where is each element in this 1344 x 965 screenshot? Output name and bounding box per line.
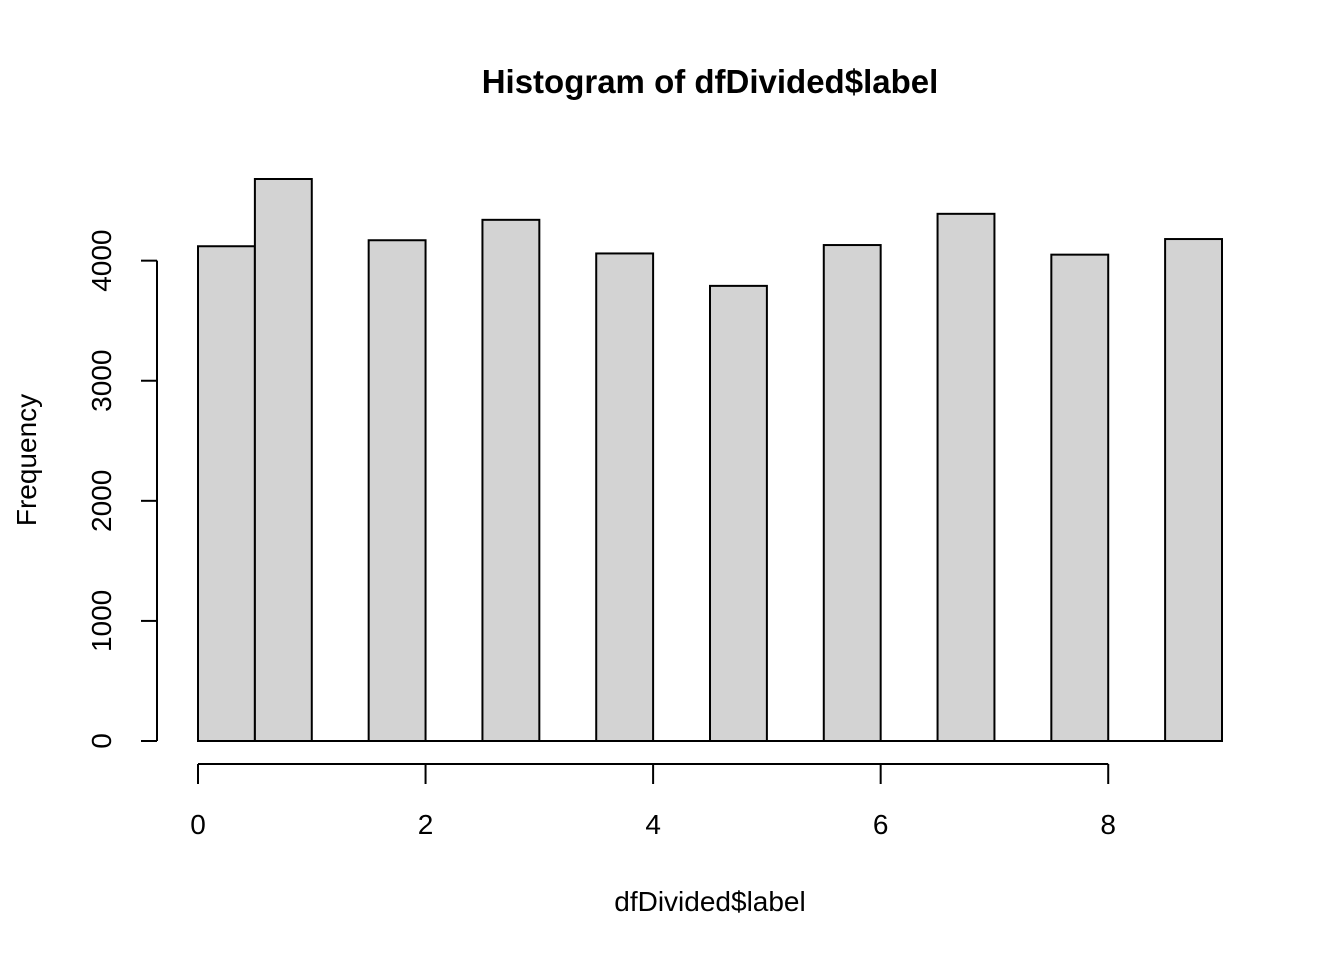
x-tick-label: 8 bbox=[1100, 809, 1116, 840]
x-tick-label: 4 bbox=[645, 809, 661, 840]
y-tick-label: 0 bbox=[86, 733, 117, 749]
histogram-bar bbox=[1050, 253, 1110, 742]
x-tick-label: 0 bbox=[190, 809, 206, 840]
chart-title: Histogram of dfDivided$label bbox=[482, 63, 939, 100]
histogram-bar bbox=[936, 212, 996, 743]
y-tick-label: 4000 bbox=[86, 230, 117, 292]
x-axis-label: dfDivided$label bbox=[614, 886, 805, 917]
histogram-bar bbox=[481, 218, 541, 743]
y-axis-label: Frequency bbox=[11, 394, 42, 526]
y-tick-label: 2000 bbox=[86, 470, 117, 532]
histogram-bar bbox=[253, 178, 313, 742]
histogram-bars bbox=[197, 178, 1223, 743]
histogram-bar bbox=[367, 239, 427, 742]
histogram-bar bbox=[1164, 238, 1223, 743]
histogram-bar bbox=[822, 244, 882, 743]
y-axis: 0 1000 2000 3000 4000 bbox=[86, 230, 158, 749]
x-axis: 0 2 4 6 8 bbox=[190, 763, 1116, 840]
x-tick-label: 2 bbox=[418, 809, 434, 840]
y-tick-label: 1000 bbox=[86, 590, 117, 652]
y-tick-label: 3000 bbox=[86, 350, 117, 412]
histogram-bar bbox=[709, 284, 768, 742]
histogram-bar bbox=[197, 245, 256, 742]
histogram-bar bbox=[595, 252, 655, 742]
x-tick-label: 6 bbox=[873, 809, 889, 840]
